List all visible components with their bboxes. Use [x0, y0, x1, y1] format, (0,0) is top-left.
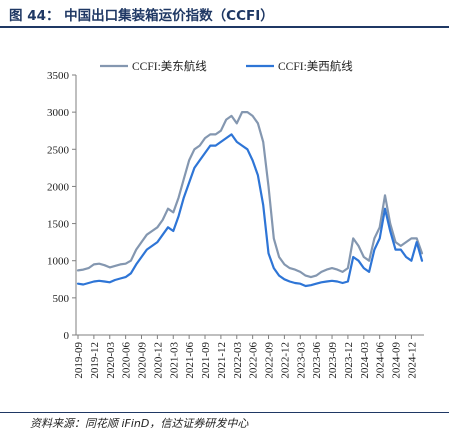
- y-tick-label: 3500: [47, 70, 70, 82]
- line-chart: CCFI:美东航线 CCFI:美西航线 0 500 1000 1500 2000 2500…: [47, 59, 424, 379]
- y-tick-label: 2500: [47, 144, 70, 156]
- legend-label-east: CCFI:美东航线: [132, 59, 207, 73]
- y-axis: 0 500 1000 1500 2000 2500 3000 3500: [47, 70, 77, 342]
- y-tick-label: 500: [53, 293, 70, 305]
- source-note: 资料来源：同花顺 iFinD，信达证券研发中心: [30, 417, 249, 430]
- series-line-west: [76, 133, 424, 288]
- y-tick-label: 3000: [47, 107, 70, 119]
- x-tick-label: 2023-06: [311, 342, 323, 379]
- y-tick-label: 1000: [47, 256, 70, 268]
- x-tick-label: 2021-06: [184, 342, 196, 379]
- x-tick-label: 2022-09: [264, 342, 276, 379]
- x-tick-label: 2023-12: [343, 342, 355, 379]
- x-tick-label: 2022-12: [279, 342, 291, 379]
- y-tick-label: 0: [64, 330, 70, 342]
- x-tick-label: 2022-03: [232, 342, 244, 379]
- x-tick-label: 2020-09: [137, 342, 149, 379]
- x-tick-label: 2023-03: [295, 342, 307, 379]
- x-tick-label: 2020-06: [121, 342, 133, 379]
- source-rule: [0, 412, 449, 413]
- x-tick-label: 2022-06: [248, 342, 260, 379]
- x-tick-label: 2024-06: [375, 342, 387, 379]
- x-tick-label: 2024-03: [359, 342, 371, 379]
- title-rule: [0, 26, 449, 28]
- figure-title: 图 44： 中国出口集装箱运价指数（CCFI）: [9, 8, 274, 24]
- x-tick-label: 2024-09: [391, 342, 403, 379]
- y-tick-label: 2000: [47, 181, 70, 193]
- y-tick-label: 1500: [47, 219, 70, 231]
- x-tick-label: 2020-03: [105, 342, 117, 379]
- x-tick-label: 2021-03: [168, 342, 180, 379]
- x-tick-label: 2020-12: [152, 342, 164, 379]
- x-axis: 2019-09 2019-12 2020-03 2020-06 2020-09 2020-…: [73, 334, 424, 379]
- plot-lines: [76, 110, 424, 288]
- x-tick-label: 2023-09: [327, 342, 339, 379]
- x-tick-label: 2021-09: [200, 342, 212, 379]
- x-tick-label: 2024-12: [406, 342, 418, 379]
- legend: CCFI:美东航线 CCFI:美西航线: [100, 59, 353, 73]
- x-tick-label: 2019-12: [89, 342, 101, 379]
- x-tick-label: 2019-09: [73, 342, 85, 379]
- series-line-east: [76, 110, 424, 279]
- legend-label-west: CCFI:美西航线: [278, 59, 353, 73]
- x-tick-label: 2021-12: [216, 342, 228, 379]
